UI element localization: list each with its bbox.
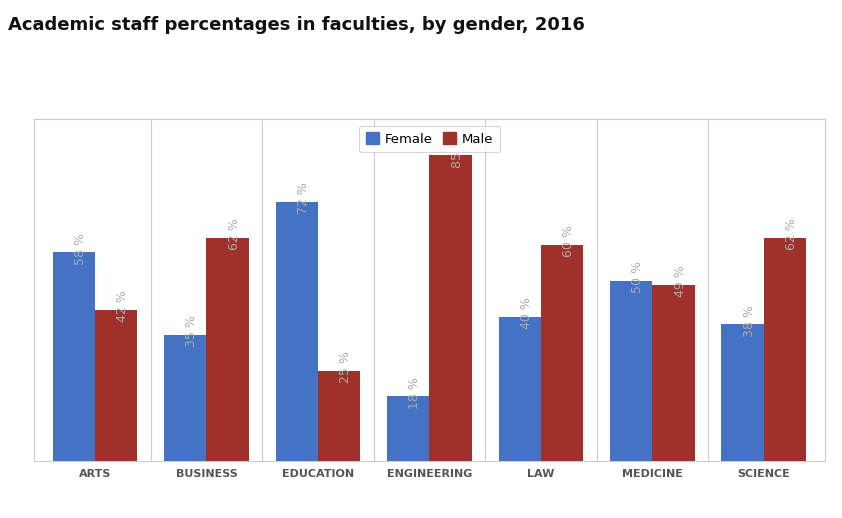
Bar [95, 310, 137, 461]
Text: 50 %: 50 % [632, 262, 644, 294]
Bar [387, 396, 429, 461]
Text: 25 %: 25 % [339, 352, 352, 383]
Text: 60 %: 60 % [562, 225, 575, 257]
Text: 42 %: 42 % [116, 291, 129, 322]
Text: 62 %: 62 % [227, 219, 241, 250]
Text: 85 %: 85 % [450, 136, 464, 167]
Bar [764, 238, 806, 461]
Bar [275, 202, 318, 461]
Text: 35 %: 35 % [185, 315, 198, 348]
Text: Academic staff percentages in faculties, by gender, 2016: Academic staff percentages in faculties,… [8, 16, 585, 34]
Bar [164, 335, 206, 461]
Bar [722, 324, 764, 461]
Text: 40 %: 40 % [520, 297, 533, 329]
Text: 62 %: 62 % [785, 219, 798, 250]
Legend: Female, Male: Female, Male [360, 126, 499, 152]
Text: 18 %: 18 % [408, 377, 421, 409]
Text: 49 %: 49 % [674, 265, 686, 297]
Bar [498, 317, 541, 461]
Bar [653, 285, 695, 461]
Text: 38 %: 38 % [743, 305, 755, 337]
Bar [318, 371, 360, 461]
Bar [429, 155, 472, 461]
Text: 58 %: 58 % [74, 233, 87, 265]
Bar [206, 238, 249, 461]
Text: 72 %: 72 % [296, 182, 310, 214]
Bar [541, 245, 584, 461]
Bar [53, 252, 95, 461]
Bar [610, 281, 653, 461]
